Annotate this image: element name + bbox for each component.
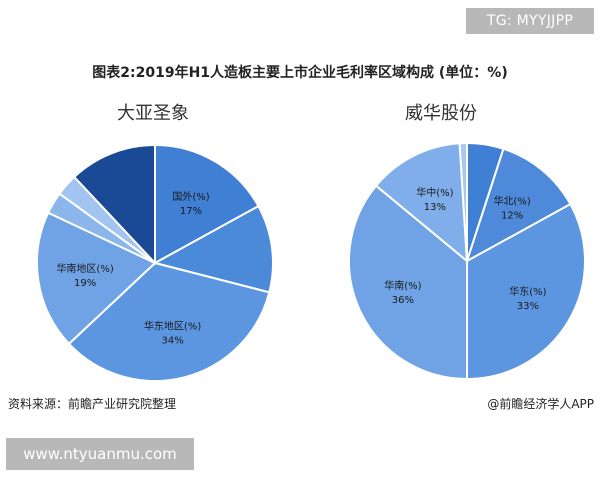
slice-label: 国外(%) (172, 191, 209, 203)
bottom-url-tag: www.ntyuanmu.com (6, 438, 194, 470)
pie-slice (465, 147, 572, 264)
slice-label: 华南(%) (384, 279, 421, 292)
right-pie-subtitle: 威华股份 (405, 103, 477, 124)
pie-slice (152, 204, 274, 294)
left-pie: 国外(%) 17% 华东地区(%) 34% 华南地区(%) 19% (36, 143, 274, 382)
pie-slice (466, 202, 586, 381)
pie-slice (36, 211, 157, 346)
slice-value-label: 36% (392, 295, 414, 306)
left-pie-subtitle: 大亚圣象 (117, 103, 189, 124)
pie-slice (374, 142, 469, 264)
pie-slice (348, 184, 468, 381)
pie-slice (72, 143, 156, 266)
watermark-tag: TG: MYYJJPP (466, 8, 594, 34)
slice-value-label: 12% (501, 210, 523, 221)
right-pie: 华北(%) 12% 华东(%) 33% 华南(%) 36% 华中(%) 13% (348, 141, 586, 381)
source-note: 资料来源：前瞻产业研究院整理 (8, 397, 177, 411)
credit-note: @前瞻经济学人APP (487, 397, 594, 411)
chart-title: 图表2:2019年H1人造板主要上市企业毛利率区域构成 (单位：%) (92, 65, 508, 81)
slice-label: 华中(%) (416, 186, 453, 199)
pie-slice (67, 261, 271, 382)
slice-value-label: 34% (161, 336, 183, 347)
slice-value-label: 13% (424, 202, 446, 213)
slice-value-label: 33% (517, 301, 539, 312)
slice-value-label: 19% (74, 278, 96, 289)
slice-label: 华东地区(%) (144, 320, 201, 333)
slice-label: 华北(%) (493, 194, 530, 207)
slice-value-label: 17% (180, 206, 202, 217)
pie-slice (154, 143, 260, 265)
pie-slice (458, 141, 468, 262)
slice-label: 华南地区(%) (56, 262, 113, 275)
slice-label: 华东(%) (509, 285, 546, 298)
